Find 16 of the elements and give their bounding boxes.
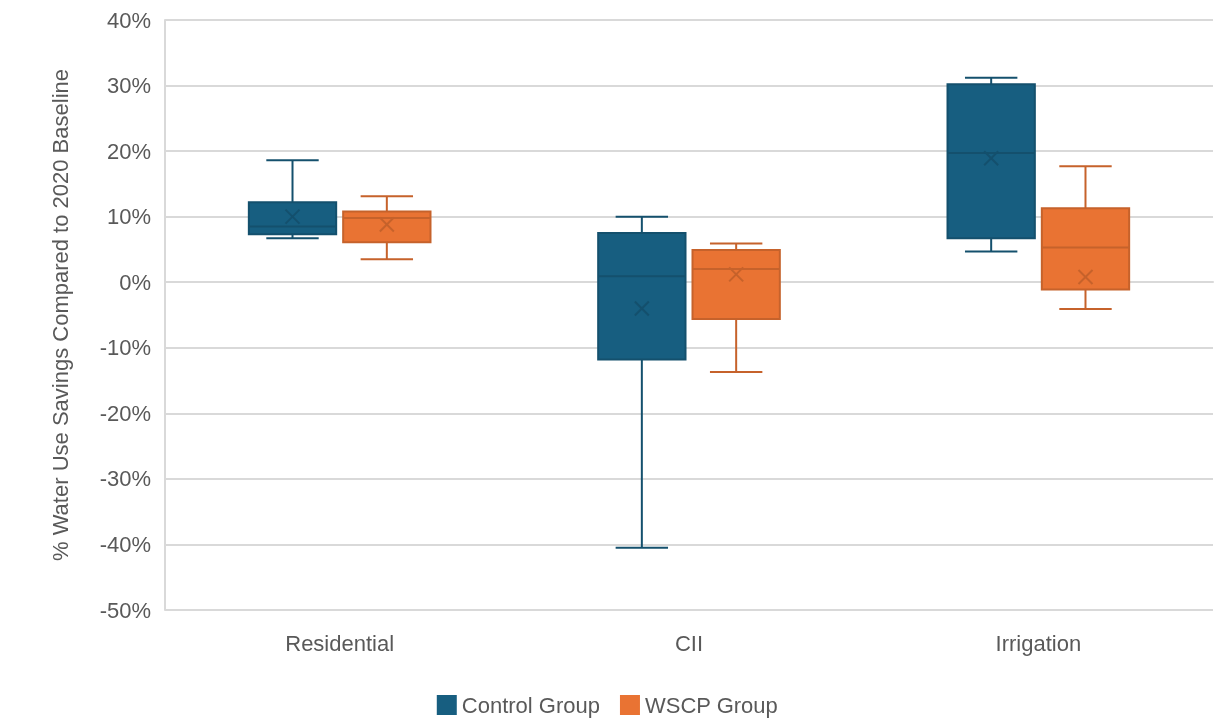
y-tick-label: -20% — [99, 400, 151, 426]
x-tick-label: Residential — [285, 630, 395, 656]
y-tick-label: 10% — [106, 204, 151, 230]
y-tick-label: 20% — [106, 138, 151, 164]
y-tick-label: -50% — [99, 597, 151, 623]
y-tick-label: 30% — [106, 73, 151, 99]
y-tick-label: -30% — [99, 466, 151, 492]
x-tick-label: Irrigation — [995, 630, 1082, 656]
legend-label: WSCP Group — [644, 692, 778, 718]
y-tick-label: -10% — [99, 335, 151, 361]
x-tick-label: CII — [674, 630, 704, 656]
legend-label: Control Group — [461, 692, 600, 718]
y-tick-label: 40% — [106, 7, 151, 33]
y-tick-label: -40% — [99, 531, 151, 557]
y-axis-title: % Water Use Savings Compared to 2020 Baseline — [47, 69, 73, 561]
y-tick-label: 0% — [119, 269, 151, 295]
